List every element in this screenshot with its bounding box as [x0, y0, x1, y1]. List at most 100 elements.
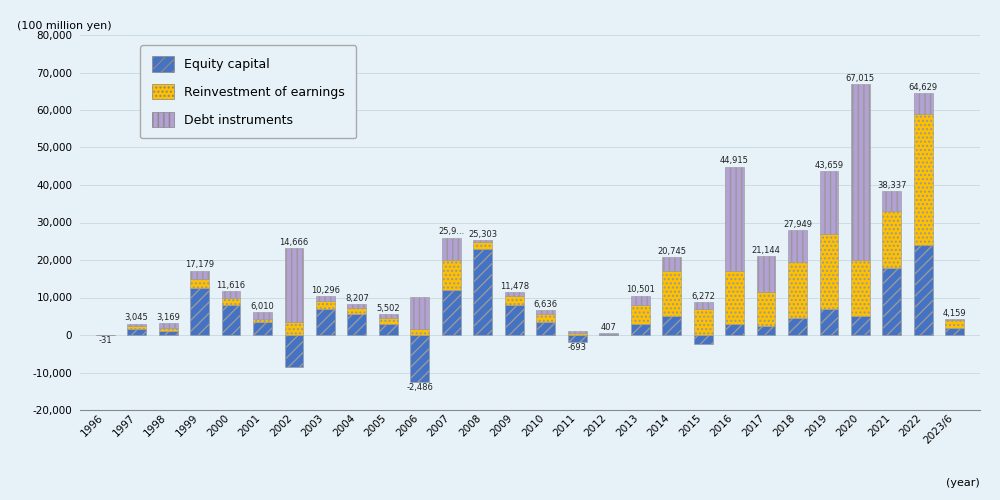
Bar — [410, 298, 429, 330]
Bar — [757, 256, 775, 292]
Bar — [253, 322, 272, 335]
Bar — [347, 314, 366, 335]
Bar — [914, 114, 933, 245]
Bar — [568, 333, 587, 335]
Bar — [127, 330, 146, 335]
Bar — [347, 304, 366, 308]
Bar — [945, 328, 964, 335]
Text: 64,629: 64,629 — [909, 82, 938, 92]
Text: 3,169: 3,169 — [156, 313, 180, 322]
Text: -31: -31 — [98, 336, 112, 345]
Text: 38,337: 38,337 — [877, 181, 907, 190]
Bar — [285, 335, 303, 367]
Bar — [442, 290, 461, 335]
Bar — [253, 319, 272, 322]
Bar — [788, 262, 807, 318]
Bar — [285, 322, 303, 335]
Bar — [127, 326, 146, 330]
Text: 6,636: 6,636 — [534, 300, 558, 309]
Bar — [505, 292, 524, 296]
Text: 21,144: 21,144 — [752, 246, 780, 254]
Bar — [694, 335, 713, 344]
Text: 6,272: 6,272 — [691, 292, 715, 301]
Bar — [725, 324, 744, 335]
Bar — [316, 296, 335, 300]
Bar — [662, 316, 681, 335]
Bar — [820, 308, 838, 335]
Bar — [662, 271, 681, 316]
Text: 44,915: 44,915 — [720, 156, 749, 166]
Bar — [347, 308, 366, 314]
Text: -2,486: -2,486 — [406, 383, 433, 392]
Legend: Equity capital, Reinvestment of earnings, Debt instruments: Equity capital, Reinvestment of earnings… — [140, 45, 356, 138]
Bar — [190, 278, 209, 288]
Bar — [568, 335, 587, 342]
Text: 10,296: 10,296 — [311, 286, 340, 296]
Bar — [599, 334, 618, 335]
Bar — [159, 331, 178, 335]
Bar — [127, 324, 146, 326]
Text: 25,9...: 25,9... — [438, 228, 464, 236]
Bar — [882, 211, 901, 268]
Bar — [820, 234, 838, 308]
Text: (100 million yen): (100 million yen) — [17, 21, 112, 31]
Bar — [631, 324, 650, 335]
Bar — [536, 322, 555, 335]
Bar — [222, 305, 240, 335]
Bar — [536, 314, 555, 322]
Bar — [788, 230, 807, 262]
Text: 407: 407 — [601, 324, 617, 332]
Bar — [473, 248, 492, 335]
Bar — [222, 298, 240, 305]
Text: 20,745: 20,745 — [657, 247, 686, 256]
Text: 5,502: 5,502 — [377, 304, 400, 313]
Text: 6,010: 6,010 — [251, 302, 274, 312]
Bar — [631, 305, 650, 324]
Bar — [882, 191, 901, 211]
Bar — [725, 271, 744, 324]
Bar — [851, 260, 870, 316]
Bar — [694, 302, 713, 308]
Bar — [914, 245, 933, 335]
Bar — [222, 292, 240, 298]
Bar — [505, 305, 524, 335]
Bar — [190, 288, 209, 335]
Bar — [442, 260, 461, 290]
Bar — [473, 242, 492, 248]
Bar — [159, 328, 178, 331]
Text: 11,478: 11,478 — [500, 282, 529, 291]
Bar — [914, 92, 933, 114]
Text: (year): (year) — [946, 478, 980, 488]
Text: 43,659: 43,659 — [814, 161, 844, 170]
Text: 11,616: 11,616 — [216, 282, 246, 290]
Bar — [285, 248, 303, 322]
Bar — [410, 335, 429, 382]
Bar — [694, 308, 713, 335]
Bar — [536, 310, 555, 314]
Bar — [159, 323, 178, 328]
Bar — [725, 166, 744, 271]
Text: 25,303: 25,303 — [468, 230, 497, 239]
Bar — [568, 331, 587, 333]
Bar — [757, 326, 775, 335]
Bar — [379, 318, 398, 324]
Text: 4,159: 4,159 — [943, 310, 967, 318]
Bar — [820, 172, 838, 234]
Text: 14,666: 14,666 — [279, 238, 309, 247]
Bar — [379, 314, 398, 318]
Text: -693: -693 — [568, 343, 587, 352]
Bar — [442, 238, 461, 260]
Text: 17,179: 17,179 — [185, 260, 214, 270]
Bar — [379, 324, 398, 335]
Bar — [851, 84, 870, 260]
Bar — [190, 270, 209, 278]
Bar — [473, 240, 492, 242]
Bar — [316, 300, 335, 308]
Text: 3,045: 3,045 — [125, 314, 149, 322]
Bar — [410, 330, 429, 335]
Text: 10,501: 10,501 — [626, 286, 655, 294]
Bar — [788, 318, 807, 335]
Text: 8,207: 8,207 — [345, 294, 369, 303]
Bar — [757, 292, 775, 326]
Bar — [316, 308, 335, 335]
